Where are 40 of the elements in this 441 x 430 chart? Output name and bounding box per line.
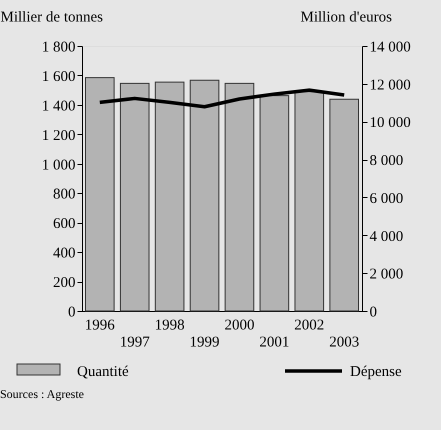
y-tick-label: 600 [53,216,76,232]
bar [120,82,150,312]
bar [84,77,115,312]
y-axis-title: Millier de tonnes [0,10,104,26]
x-tick-label: 2000 [224,318,254,334]
bar [260,95,290,312]
y-tick-label: 200 [53,275,76,292]
y2-tick-label: 0 [370,304,377,320]
y2-tick-label: 8 000 [370,153,404,170]
y2-tick-label: 2 000 [370,266,404,283]
x-tick-label: 2001 [259,334,290,350]
bar [224,82,254,312]
y-tick-label: 1 400 [42,98,76,114]
x-tick-label: 1999 [190,334,220,350]
y-tick-label: 400 [53,246,76,262]
y-tick-label: 0 [68,304,76,320]
y-tick-label: 800 [53,186,76,203]
legend-label: Quantité [77,364,129,380]
x-tick-label: 2003 [329,334,360,350]
y2-tick-label: 4 000 [370,228,404,245]
x-tick-label: 1996 [84,318,116,334]
y-tick-label: 1 800 [42,40,76,56]
bar [329,98,360,312]
y2-axis-title: Million d'euros [300,10,392,26]
x-tick-label: 1998 [154,318,185,334]
legend-label: Dépense [350,364,402,380]
y2-tick-label: 10 000 [370,115,411,132]
y-tick-label: 1 600 [42,68,76,85]
y2-tick-label: 6 000 [370,190,404,207]
bar [294,91,324,312]
line-series [98,88,346,109]
y-tick-label: 1 200 [42,128,76,144]
y2-tick-label: 12 000 [370,77,411,94]
source-note: Sources : Agreste [0,387,84,401]
x-tick-label: 1997 [120,334,150,350]
y-tick-label: 1 000 [42,157,76,174]
y2-tick-label: 14 000 [370,40,411,56]
bar [190,80,220,312]
x-tick-label: 2002 [294,318,324,334]
bar [154,82,184,312]
